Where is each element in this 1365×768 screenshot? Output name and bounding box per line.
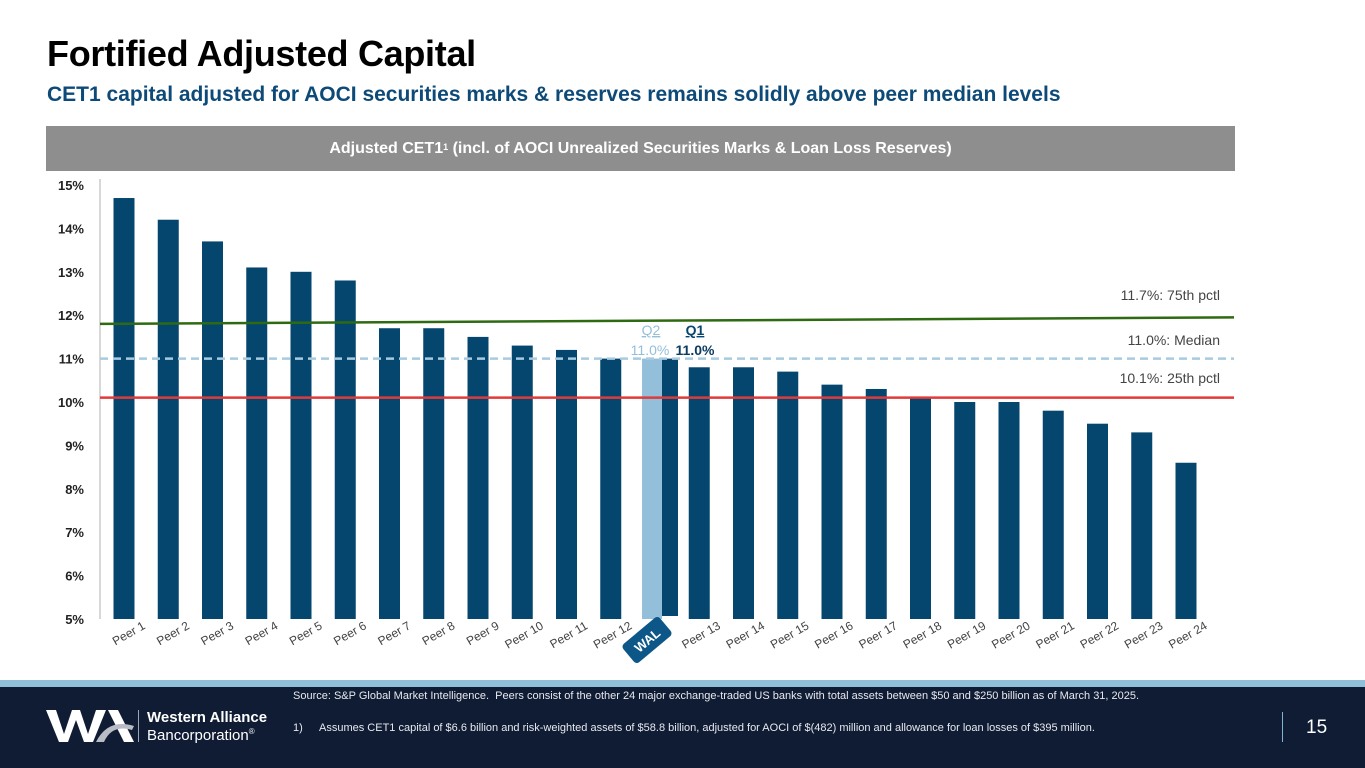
x-tick-label: Peer 23	[1122, 618, 1166, 651]
x-tick-label: Peer 17	[856, 618, 900, 651]
x-tick-label: Peer 7	[375, 618, 413, 648]
annotation-q1-value: 11.0%	[676, 342, 715, 358]
bar	[511, 345, 533, 619]
bar	[157, 219, 179, 619]
bar	[998, 402, 1020, 619]
y-tick-label: 12%	[58, 308, 84, 323]
y-tick-label: 8%	[65, 482, 84, 497]
page-number-divider	[1282, 712, 1283, 742]
x-tick-label: Peer 5	[287, 618, 325, 648]
chart-banner: Adjusted CET1 1 (incl. of AOCI Unrealized…	[46, 126, 1235, 171]
y-tick-label: 9%	[65, 438, 84, 453]
bar	[113, 198, 135, 619]
footnote-number: 1)	[293, 722, 303, 734]
x-tick-label: Peer 18	[901, 618, 945, 651]
logo-name-text: Bancorporation	[147, 727, 249, 744]
logo-divider	[138, 710, 139, 742]
x-tick-label: Peer 13	[679, 618, 723, 651]
y-tick-label: 15%	[58, 178, 84, 193]
x-tick-label: Peer 4	[243, 618, 281, 648]
footer-accent-strip	[0, 680, 1365, 687]
bar	[733, 367, 754, 619]
bar	[202, 241, 223, 620]
reference-line-label: 11.0%: Median	[1128, 332, 1220, 348]
reference-lines: 11.7%: 75th pctl 11.0%: Median 10.1%: 25th…	[99, 287, 1235, 399]
western-alliance-logo-icon	[46, 710, 134, 742]
reference-line-label: 10.1%: 25th pctl	[1120, 370, 1220, 386]
bars	[113, 198, 1197, 620]
y-tick-label: 11%	[59, 352, 85, 367]
registered-mark: ®	[248, 727, 255, 736]
x-tick-label: Peer 9	[464, 618, 502, 648]
x-tick-label: Peer 21	[1033, 618, 1077, 651]
x-tick-label: Peer 15	[768, 618, 812, 651]
annotations: Q2 11.0% Q1 11.0%	[631, 322, 715, 358]
bar	[688, 367, 710, 619]
bar	[910, 397, 931, 619]
bar	[1087, 423, 1108, 619]
bar	[1042, 410, 1064, 619]
banner-footnote-ref: 1	[443, 141, 449, 152]
y-tick-label: 7%	[65, 525, 84, 540]
x-tick-label: Peer 24	[1166, 618, 1210, 651]
banner-text-main: Adjusted CET1	[329, 139, 444, 157]
annotation-q1-name: Q1	[686, 322, 705, 338]
page-subtitle: CET1 capital adjusted for AOCI securitie…	[47, 83, 1061, 106]
reference-line-label: 11.7%: 75th pctl	[1121, 287, 1220, 303]
bar	[954, 402, 976, 619]
page-number: 15	[1306, 717, 1328, 738]
x-tick-label: Peer 20	[989, 618, 1033, 651]
logo-name-line1: Western Alliance	[147, 709, 268, 726]
y-tick-label: 6%	[65, 569, 84, 584]
x-axis-labels: Peer 1 Peer 2 Peer 3 Peer 4 Peer 5 Peer 6 Peer…	[110, 617, 1210, 663]
y-tick-label: 13%	[58, 265, 84, 280]
bar	[600, 358, 622, 619]
wal-badge-bg	[622, 617, 672, 663]
bar	[777, 371, 799, 619]
bar	[467, 336, 489, 619]
x-tick-label: Peer 16	[812, 618, 856, 651]
bar	[865, 388, 887, 619]
x-tick-label: Peer 3	[198, 618, 236, 648]
bar-wal-q2	[642, 358, 662, 619]
x-tick-label: Peer 14	[724, 618, 768, 651]
bar	[423, 328, 445, 619]
bar-wal-q1	[662, 358, 678, 616]
x-tick-label: Peer 6	[331, 618, 369, 648]
bar	[246, 267, 268, 619]
y-axis: 5% 6% 7% 8% 9% 10% 11% 12% 13% 14% 15%	[58, 178, 101, 627]
x-tick-label: Peer 10	[502, 618, 546, 651]
x-tick-label: Peer 8	[420, 618, 458, 648]
x-tick-label: Peer 11	[547, 618, 590, 651]
banner-text-rest: (incl. of AOCI Unrealized Securities Mar…	[448, 139, 952, 157]
annotation-q2-name: Q2	[642, 322, 661, 338]
x-tick-label: Peer 22	[1078, 618, 1122, 651]
y-tick-label: 5%	[65, 612, 84, 627]
x-tick-label: Peer 1	[110, 618, 148, 648]
y-tick-label: 14%	[58, 221, 84, 236]
y-tick-label: 10%	[58, 395, 84, 410]
source-note: Source: S&P Global Market Intelligence. …	[293, 690, 1140, 702]
bar	[1175, 462, 1197, 619]
footnote-1: 1) Assumes CET1 capital of $6.6 billion a…	[293, 722, 1095, 734]
bar	[821, 384, 843, 619]
x-tick-label: Peer 2	[154, 618, 192, 648]
footer	[0, 687, 1365, 768]
bar-chart: 5% 6% 7% 8% 9% 10% 11% 12% 13% 14% 15% 11.7%: 75th…	[58, 178, 1235, 663]
bar	[556, 349, 577, 619]
bar	[334, 280, 356, 619]
footnote-text: Assumes CET1 capital of $6.6 billion and…	[319, 722, 1095, 734]
bar	[379, 328, 400, 619]
logo-name-line2: Bancorporation®	[147, 727, 255, 744]
x-tick-label: Peer 19	[945, 618, 989, 651]
bar	[1131, 432, 1153, 619]
reference-line-75th-pctl	[99, 316, 1235, 326]
annotation-q2-value: 11.0%	[631, 342, 670, 358]
page-title: Fortified Adjusted Capital	[47, 33, 476, 74]
